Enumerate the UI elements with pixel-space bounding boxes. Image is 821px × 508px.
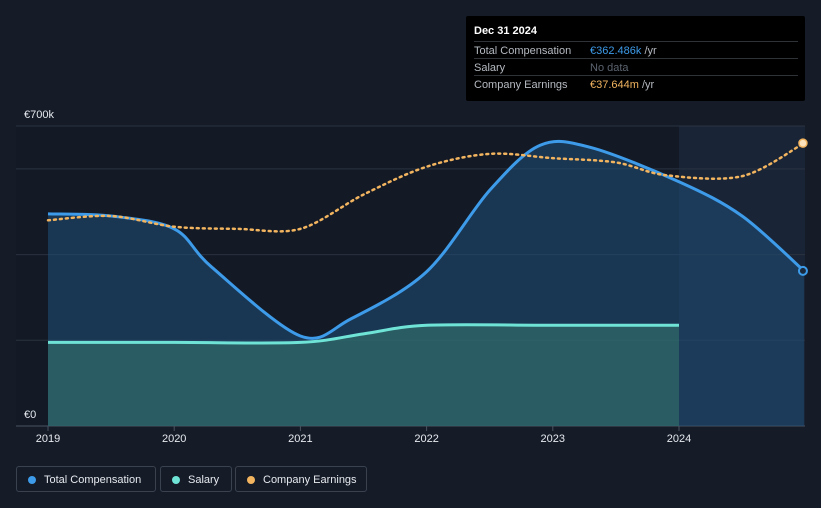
x-tick-label: 2019: [36, 433, 60, 445]
tooltip-row-company-earnings: Company Earnings €37.644m /yr: [474, 75, 798, 94]
legend-dot-icon: [247, 476, 255, 484]
legend-label: Company Earnings: [263, 474, 357, 486]
company-earnings-endpoint: [798, 138, 808, 148]
legend-total-compensation[interactable]: Total Compensation: [16, 466, 156, 492]
salary-area: [48, 324, 679, 426]
tooltip-value: €37.644m /yr: [590, 79, 655, 91]
tooltip-row-total-compensation: Total Compensation €362.486k /yr: [474, 41, 798, 60]
tooltip-row-salary: Salary No data: [474, 58, 798, 77]
legend-dot-icon: [172, 476, 180, 484]
x-tick-label: 2021: [288, 433, 312, 445]
tooltip-panel: Dec 31 2024 Total Compensation €362.486k…: [466, 16, 805, 101]
legend-dot-icon: [28, 476, 36, 484]
tooltip-date: Dec 31 2024: [474, 25, 537, 37]
y-tick-label: €0: [24, 409, 36, 421]
legend-label: Total Compensation: [44, 474, 142, 486]
salary-line: [48, 323, 679, 345]
x-tick-label: 2023: [541, 433, 565, 445]
tooltip-label: Salary: [474, 62, 506, 74]
total-compensation-line: [47, 139, 805, 340]
tooltip-value: €362.486k /yr: [590, 45, 657, 57]
x-tick-label: 2024: [667, 433, 691, 445]
tooltip-label: Total Compensation: [474, 45, 572, 57]
legend-company-earnings[interactable]: Company Earnings: [235, 466, 367, 492]
tooltip-value: No data: [590, 62, 629, 74]
company-earnings-line: [46, 141, 806, 233]
x-tick-label: 2022: [414, 433, 438, 445]
legend-label: Salary: [188, 474, 220, 486]
y-tick-label: €700k: [24, 109, 54, 121]
tooltip-label: Company Earnings: [474, 79, 568, 91]
x-tick-label: 2020: [162, 433, 186, 445]
legend-salary[interactable]: Salary: [160, 466, 232, 492]
total-compensation-endpoint: [797, 265, 808, 276]
